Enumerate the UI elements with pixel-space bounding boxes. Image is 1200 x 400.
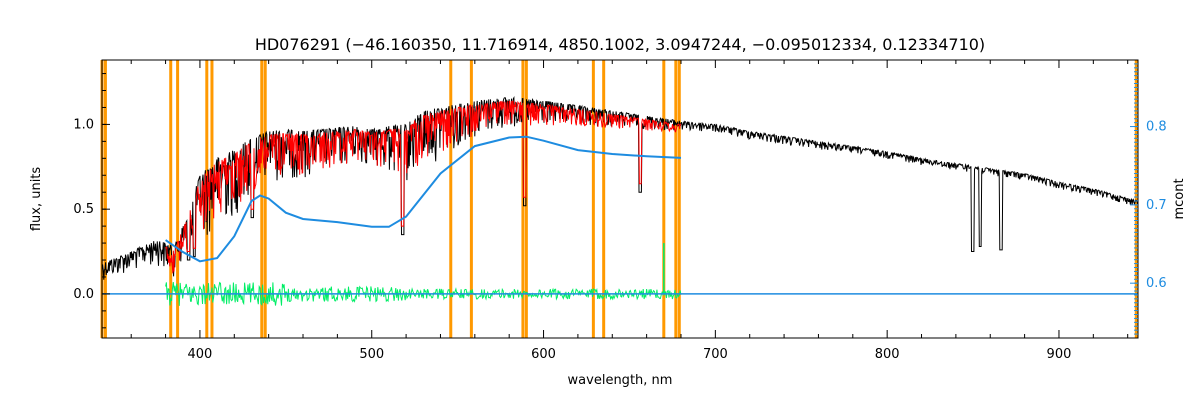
x-tick-label: 700: [703, 347, 728, 362]
model-spectrum: [165, 100, 682, 274]
y-tick-label: 1.0: [73, 117, 94, 132]
continuum-series: [102, 135, 1138, 295]
chart-title: HD076291 (−46.160350, 11.716914, 4850.10…: [255, 35, 985, 54]
y-right-axis-label: mcont: [1172, 178, 1187, 219]
residual-line: [165, 281, 682, 306]
axis-ticks: 400 500 600 700 800 900 0.0 0.5 1.0 0.6 0.7 0.8: [73, 60, 1167, 362]
observed-line: [101, 96, 1138, 280]
y-axis-label: flux, units: [29, 167, 44, 232]
y-right-tick-label: 0.6: [1146, 276, 1167, 291]
x-tick-label: 600: [531, 347, 556, 362]
x-tick-label: 900: [1047, 347, 1072, 362]
model-line: [165, 100, 682, 274]
observed-spectrum: [101, 96, 1138, 280]
x-tick-label: 500: [359, 347, 384, 362]
x-tick-label: 800: [875, 347, 900, 362]
residual-series: [165, 243, 682, 306]
x-tick-label: 400: [188, 347, 213, 362]
x-axis-label: wavelength, nm: [568, 373, 673, 388]
y-right-tick-label: 0.8: [1146, 120, 1167, 135]
y-right-tick-label: 0.7: [1146, 198, 1167, 213]
y-tick-label: 0.5: [73, 202, 94, 217]
plot-frame: [101, 59, 1139, 339]
continuum-line: [165, 135, 682, 263]
y-tick-label: 0.0: [73, 287, 94, 302]
